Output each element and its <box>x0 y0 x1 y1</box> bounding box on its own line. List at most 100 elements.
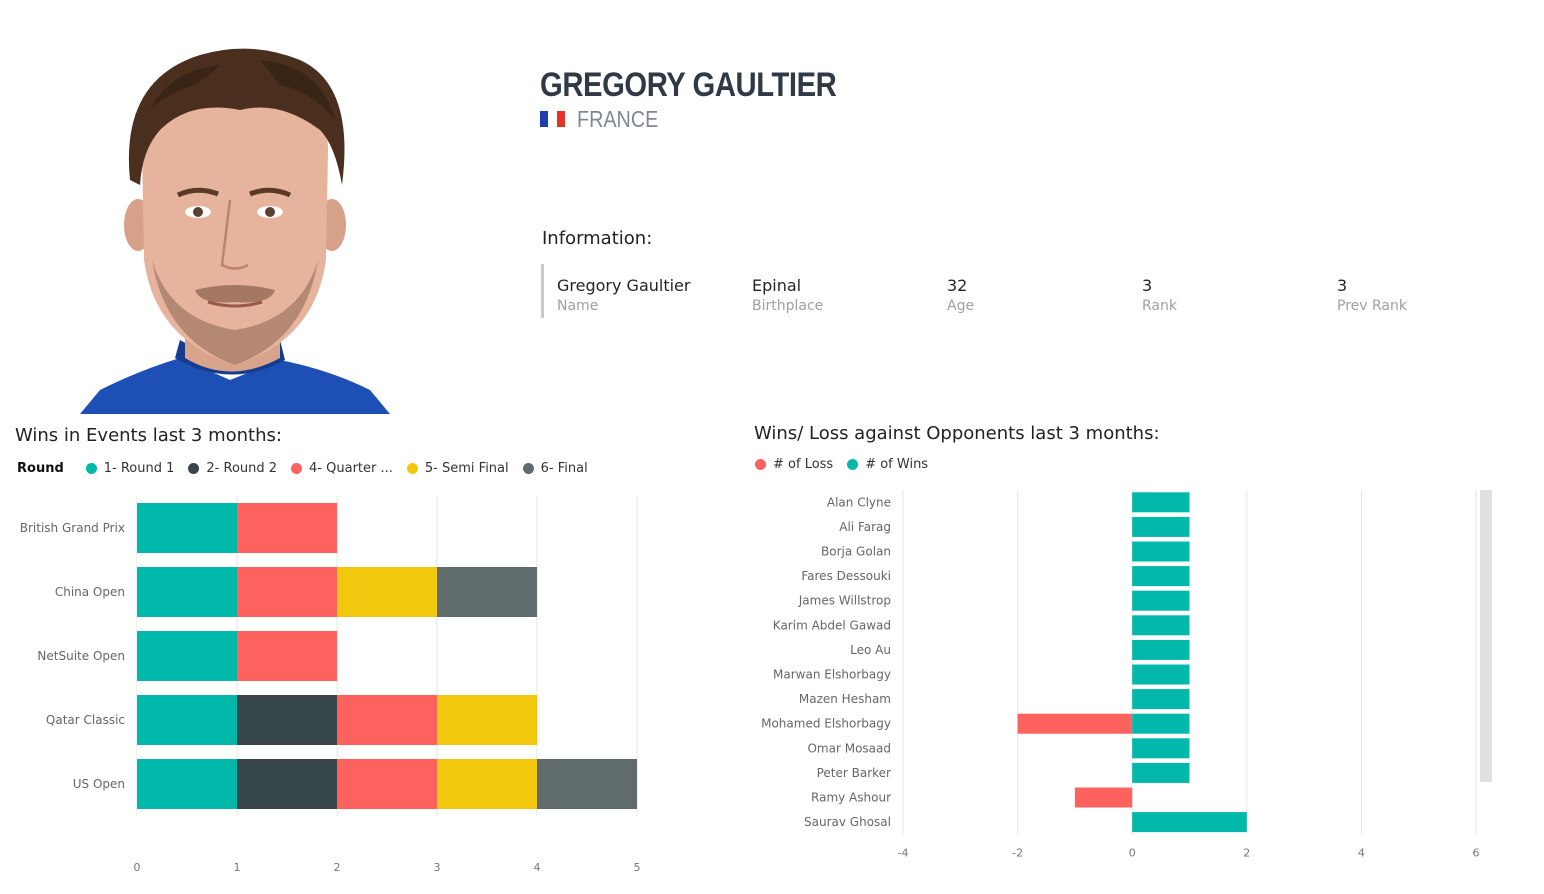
category-label: British Grand Prix <box>20 521 125 535</box>
legend-dot <box>291 463 303 474</box>
bar[interactable] <box>1132 639 1190 660</box>
legend-dot <box>522 463 534 474</box>
bar[interactable] <box>1132 738 1190 759</box>
legend-label: 6- Final <box>540 461 588 476</box>
legend-item-wins[interactable]: # of Wins <box>847 457 928 472</box>
info-rank-label: Rank <box>1142 298 1177 314</box>
bar[interactable] <box>137 759 237 809</box>
category-label: Omar Mosaad <box>807 741 891 755</box>
legend-item-loss[interactable]: # of Loss <box>755 457 833 472</box>
opponents-chart-legend: # of Loss # of Wins <box>755 457 942 472</box>
legend-dot <box>755 459 766 470</box>
category-label: Karim Abdel Gawad <box>773 618 891 632</box>
bar[interactable] <box>237 631 337 681</box>
bar[interactable] <box>437 567 537 617</box>
bar[interactable] <box>137 567 237 617</box>
x-tick-label: 1 <box>234 861 241 874</box>
info-name: Gregory Gaultier Name <box>557 276 690 314</box>
bar[interactable] <box>1132 664 1190 685</box>
bar[interactable] <box>1132 762 1190 783</box>
bar[interactable] <box>437 695 537 745</box>
bar[interactable] <box>237 503 337 553</box>
x-tick-label: 6 <box>1473 846 1480 859</box>
bar[interactable] <box>1132 516 1190 537</box>
info-rank: 3 Rank <box>1142 276 1177 314</box>
category-label: NetSuite Open <box>37 649 125 663</box>
bar[interactable] <box>137 631 237 681</box>
info-prev-rank-value: 3 <box>1337 276 1348 295</box>
x-tick-label: 0 <box>134 861 141 874</box>
info-name-label: Name <box>557 298 599 314</box>
legend-label: 2- Round 2 <box>206 461 278 476</box>
info-birthplace: Epinal Birthplace <box>752 276 823 314</box>
flag-stripe-white <box>548 111 557 127</box>
legend-item-semi-final[interactable]: 5- Semi Final <box>406 461 509 476</box>
legend-item-quarter-final[interactable]: 4- Quarter ... <box>291 461 393 476</box>
category-label: China Open <box>55 585 125 599</box>
flag-stripe-red <box>556 111 565 127</box>
bar[interactable] <box>1132 492 1190 513</box>
category-label: Fares Dessouki <box>801 569 891 583</box>
legend-label: 4- Quarter ... <box>309 461 393 476</box>
player-photo <box>80 48 390 414</box>
category-label: Leo Au <box>850 643 891 657</box>
x-tick-label: 4 <box>1358 846 1365 859</box>
bar[interactable] <box>1132 541 1190 562</box>
x-tick-label: 0 <box>1129 846 1136 859</box>
legend-item-round-2[interactable]: 2- Round 2 <box>188 461 277 476</box>
legend-label: # of Wins <box>865 457 929 472</box>
player-country: FRANCE <box>577 106 659 132</box>
legend-dot <box>188 463 200 474</box>
bar[interactable] <box>1132 590 1190 611</box>
bar[interactable] <box>237 759 337 809</box>
flag-stripe-blue <box>540 111 549 127</box>
bar[interactable] <box>1074 787 1133 808</box>
info-birthplace-value: Epinal <box>752 276 802 295</box>
bar[interactable] <box>237 567 337 617</box>
category-label: Ramy Ashour <box>811 791 891 805</box>
opponents-chart-title: Wins/ Loss against Opponents last 3 mont… <box>754 423 1160 444</box>
info-age: 32 Age <box>947 276 974 314</box>
legend-dot <box>406 463 418 474</box>
information-accent-bar <box>541 264 544 318</box>
bar[interactable] <box>437 759 537 809</box>
x-tick-label: 3 <box>434 861 441 874</box>
category-label: Saurav Ghosal <box>804 815 891 829</box>
legend-dot <box>847 459 859 470</box>
bar[interactable] <box>237 695 337 745</box>
bar[interactable] <box>337 567 437 617</box>
info-name-value: Gregory Gaultier <box>557 276 691 295</box>
bar[interactable] <box>1132 713 1190 734</box>
bar[interactable] <box>137 695 237 745</box>
info-age-label: Age <box>947 298 975 314</box>
bar[interactable] <box>1132 566 1190 587</box>
x-tick-label: 5 <box>634 861 641 874</box>
opponents-chart: -4 -2 0 2 4 6 Alan Clyne Ali Farag Borja Golan Fa… <box>761 490 1492 859</box>
bar[interactable] <box>1132 615 1190 636</box>
legend-label: 5- Semi Final <box>424 461 509 476</box>
chart-scrollbar[interactable] <box>1480 490 1492 782</box>
category-label: Mazen Hesham <box>799 692 891 706</box>
legend-item-final[interactable]: 6- Final <box>522 461 588 476</box>
x-tick-label: -2 <box>1012 846 1023 859</box>
bar[interactable] <box>1132 689 1190 710</box>
category-label: Borja Golan <box>821 545 891 559</box>
info-prev-rank-label: Prev Rank <box>1337 298 1407 314</box>
bar[interactable] <box>337 695 437 745</box>
category-label: Qatar Classic <box>46 713 125 727</box>
bar[interactable] <box>1017 713 1133 734</box>
info-age-value: 32 <box>947 276 968 295</box>
events-chart-title: Wins in Events last 3 months: <box>15 425 282 446</box>
legend-label: 1- Round 1 <box>103 461 175 476</box>
bar[interactable] <box>1132 812 1247 833</box>
x-tick-label: 2 <box>1243 846 1250 859</box>
player-name: GREGORY GAULTIER <box>540 66 837 104</box>
legend-label: # of Loss <box>773 457 834 472</box>
category-label: Peter Barker <box>817 766 891 780</box>
x-tick-label: 2 <box>334 861 341 874</box>
bar[interactable] <box>537 759 637 809</box>
bar[interactable] <box>337 759 437 809</box>
bar[interactable] <box>137 503 237 553</box>
legend-item-round-1[interactable]: 1- Round 1 <box>85 461 175 476</box>
events-chart-legend: Round 1- Round 1 2- Round 2 4- Quarter .… <box>17 461 602 476</box>
